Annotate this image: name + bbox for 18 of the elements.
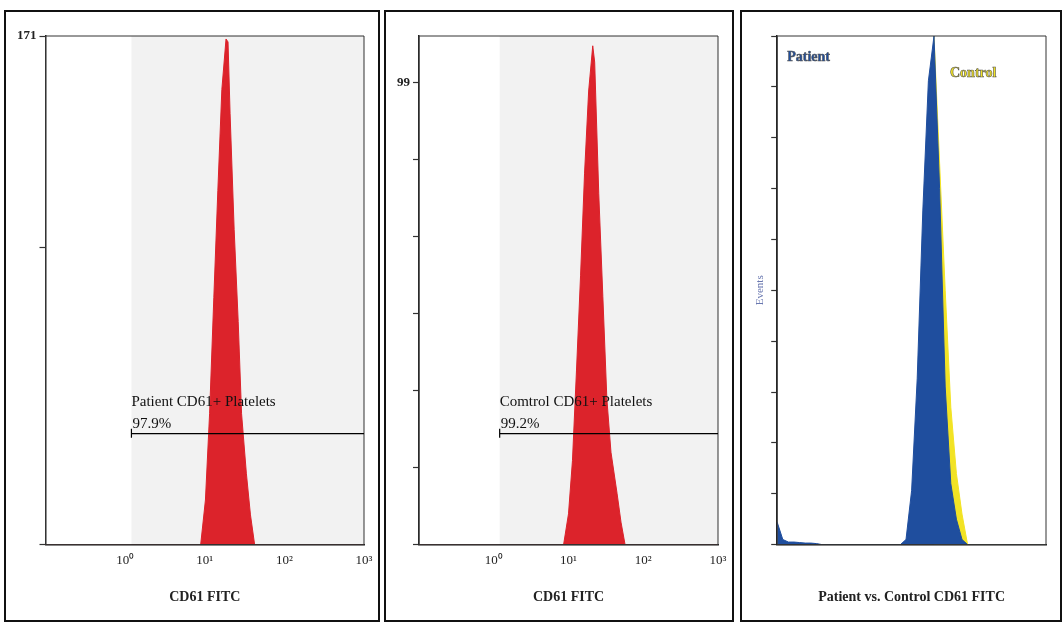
x-axis-title: CD61 FITC [169, 589, 241, 605]
y-axis-title: Events [753, 275, 766, 306]
series-label: Control [950, 64, 997, 80]
x-tick-label: 10⁰ [484, 551, 503, 567]
x-tick-label: 10¹ [560, 551, 578, 567]
annotation: 97.9% [132, 415, 172, 432]
x-tick-label: 10² [275, 551, 293, 567]
y-tick-label: 171 [17, 27, 37, 43]
x-tick-label: 10⁰ [116, 551, 135, 567]
x-tick-label: 10³ [355, 551, 373, 567]
x-tick-label: 10³ [709, 551, 727, 567]
x-tick-label: 10¹ [196, 551, 214, 567]
text: Patient [787, 48, 831, 64]
y-tick-label: 99 [397, 74, 411, 90]
x-axis-title: Patient vs. Control CD61 FITC [818, 589, 1005, 605]
x-axis-title: CD61 FITC [532, 589, 605, 605]
x-tick-label: 10² [634, 551, 652, 567]
annotation: 99.2% [500, 415, 540, 432]
